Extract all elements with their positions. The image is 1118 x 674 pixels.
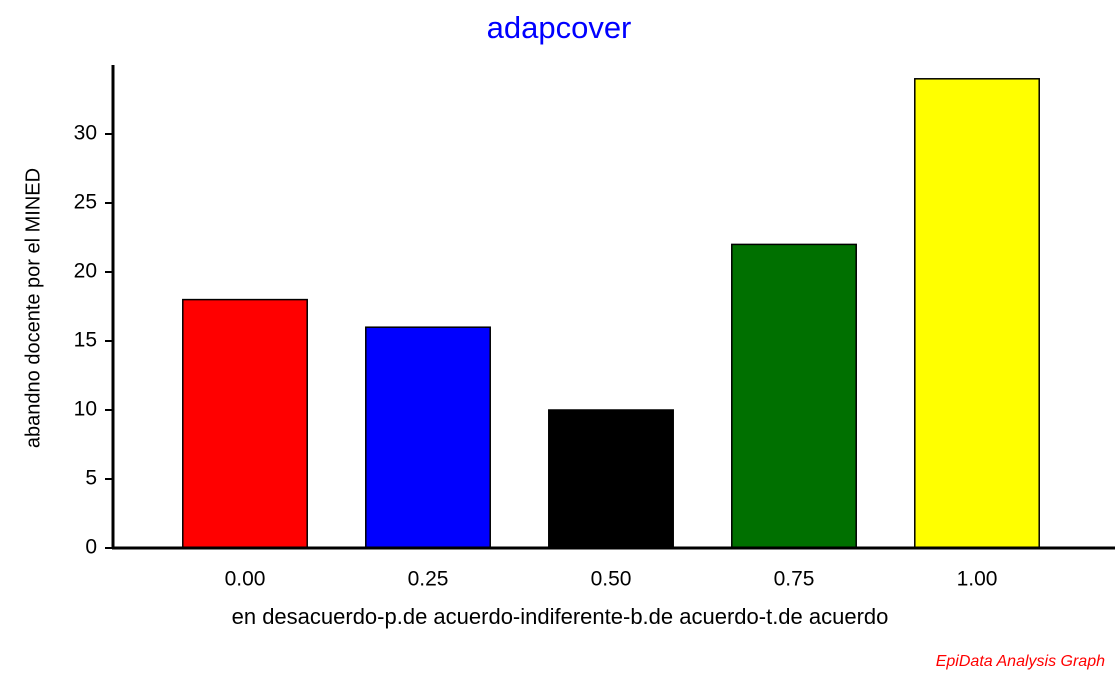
bar xyxy=(365,326,491,549)
y-tick-label: 5 xyxy=(85,467,97,490)
y-axis-label: abandno docente por el MINED xyxy=(22,168,44,448)
x-axis-label: en desacuerdo-p.de acuerdo-indiferente-b… xyxy=(232,604,889,629)
y-tick-label: 15 xyxy=(74,329,97,352)
y-tick-label: 20 xyxy=(74,260,97,283)
bar xyxy=(731,243,857,549)
chart-title: adapcover xyxy=(487,10,632,45)
y-tick-label: 30 xyxy=(74,122,97,145)
x-tick-label: 1.00 xyxy=(957,568,998,591)
footer: EpiData Analysis Graph xyxy=(936,653,1105,670)
bar xyxy=(548,409,674,549)
x-tick-label: 0.50 xyxy=(591,568,632,591)
bar xyxy=(914,78,1040,549)
bar xyxy=(182,298,308,549)
x-tick-label: 0.75 xyxy=(774,568,815,591)
x-tick-label: 0.00 xyxy=(225,568,266,591)
y-tick-label: 0 xyxy=(85,536,97,559)
x-tick-label: 0.25 xyxy=(408,568,449,591)
y-tick-label: 25 xyxy=(74,191,97,214)
y-tick-label: 10 xyxy=(74,398,97,421)
